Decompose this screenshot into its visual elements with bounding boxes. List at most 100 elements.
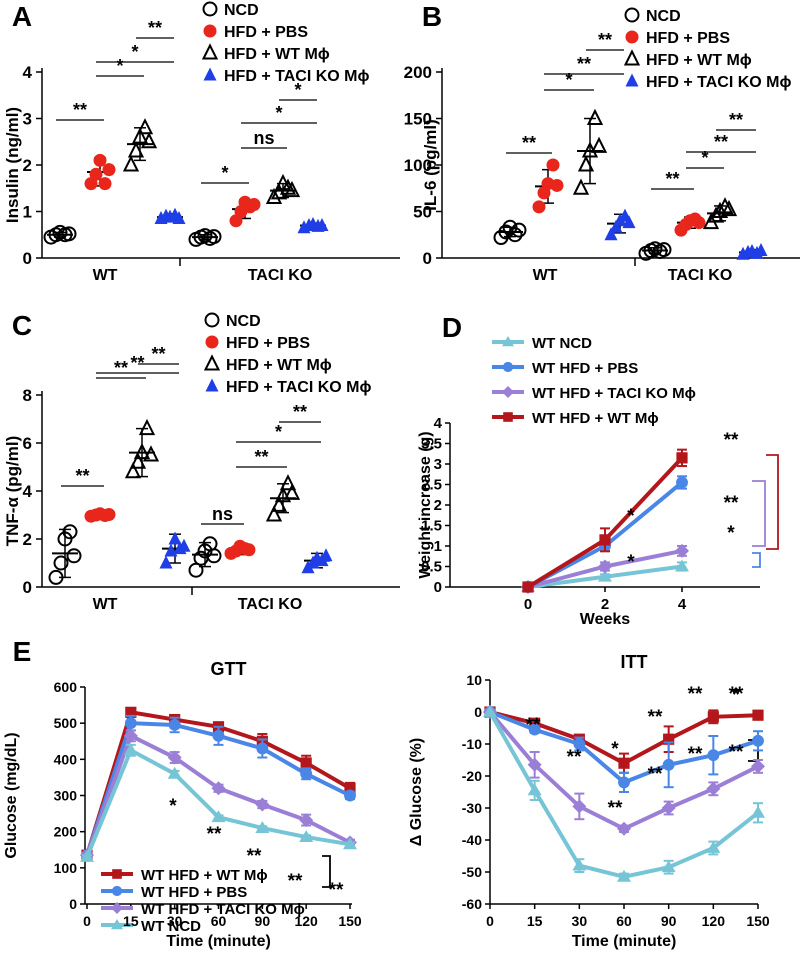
significance-label: ** [648,707,663,728]
legend-marker [205,378,219,392]
legend-label: HFD + PBS [226,335,310,352]
x-tick-label: 90 [661,913,677,929]
data-point [707,711,719,723]
data-point [159,555,173,569]
significance-label: ** [567,747,582,768]
x-tick-label: 60 [211,913,227,929]
data-point [133,442,151,460]
significance-label: * [627,506,635,527]
data-point [751,759,765,774]
significance-label: ** [724,493,739,514]
significance-label: ** [207,824,222,845]
data-point [752,734,764,747]
significance-label: * [732,685,740,706]
x-tick-label: 0 [486,913,494,929]
data-point [123,728,138,743]
data-point [211,781,226,796]
data-point [661,801,676,815]
comparison-bracket [322,855,331,888]
significance-label: ** [114,358,128,378]
data-point [676,452,688,464]
data-point [123,743,138,756]
panel-letter-e: E [13,636,32,667]
legend-label: HFD + TACI KO Mϕ [224,68,369,85]
legend-marker [624,7,640,23]
legend-marker [623,49,641,66]
legend-label: HFD + TACI KO Mϕ [646,74,791,91]
data-point [577,155,595,172]
y-tick-label: 0 [23,578,32,597]
y-tick-label: 10 [466,672,482,688]
data-point [706,841,721,853]
x-axis-label: Time (minute) [572,933,677,950]
legend-marker [111,919,123,930]
y-tick-label: 0 [23,249,32,268]
significance-label: * [275,103,282,123]
significance-label: ** [729,110,743,130]
significance-label: ** [293,402,307,422]
y-tick-label: -50 [462,864,482,880]
significance-label: ** [247,846,262,867]
significance-label: ** [577,54,591,74]
data-point [300,767,313,780]
data-point [167,750,182,765]
significance-label: * [131,42,138,62]
y-tick-label: 4 [23,63,33,82]
data-point [299,813,314,828]
data-point [140,132,158,149]
comparison-bracket [766,454,779,550]
data-point [720,199,738,217]
data-point [270,495,288,512]
significance-label: ** [724,430,739,451]
significance-label: * [116,56,123,76]
data-point [590,136,608,153]
legend-marker [205,335,219,349]
comparison-bracket [752,480,766,547]
data-point [98,177,112,191]
data-point [586,108,604,125]
data-point [483,705,497,717]
legend-marker [203,354,221,371]
x-tick-label: 0 [83,913,91,929]
x-tick-label: 2 [601,596,609,613]
data-point [283,483,301,500]
data-point [675,543,689,558]
y-tick-label: 3 [434,456,442,473]
data-point [129,452,147,469]
data-point [692,216,706,230]
data-point [550,178,564,192]
y-tick-label: 300 [54,788,78,804]
y-tick-label: -40 [462,832,482,848]
significance-label: * [627,552,635,573]
significance-label: * [275,422,282,442]
significance-label: ** [130,353,144,373]
data-point [167,766,182,779]
legend-label: HFD + WT Mϕ [226,357,332,374]
x-tick-label: 30 [572,913,588,929]
legend-label: HFD + WT Mϕ [224,46,330,63]
data-point [61,226,77,242]
y-tick-label: -10 [462,736,482,752]
significance-label: ** [73,100,87,120]
data-point [255,797,270,812]
data-point [707,749,720,762]
significance-label: ** [288,871,303,892]
x-tick-label: 60 [616,913,632,929]
legend-marker [204,312,220,328]
data-point [573,738,586,750]
significance-label: * [221,163,228,183]
data-point [138,418,156,436]
significance-label: ** [522,133,536,153]
data-point [256,742,269,755]
data-point [707,206,725,223]
y-tick-label: -20 [462,768,482,784]
y-axis-label: Weight increase (g) [417,431,434,578]
significance-label: * [294,80,301,100]
data-point [675,559,689,572]
y-tick-label: 0 [423,249,432,268]
x-group-label: TACI KO [248,267,313,284]
legend-marker [625,73,639,87]
x-tick-label: 0 [524,596,532,613]
legend-marker [111,885,123,897]
